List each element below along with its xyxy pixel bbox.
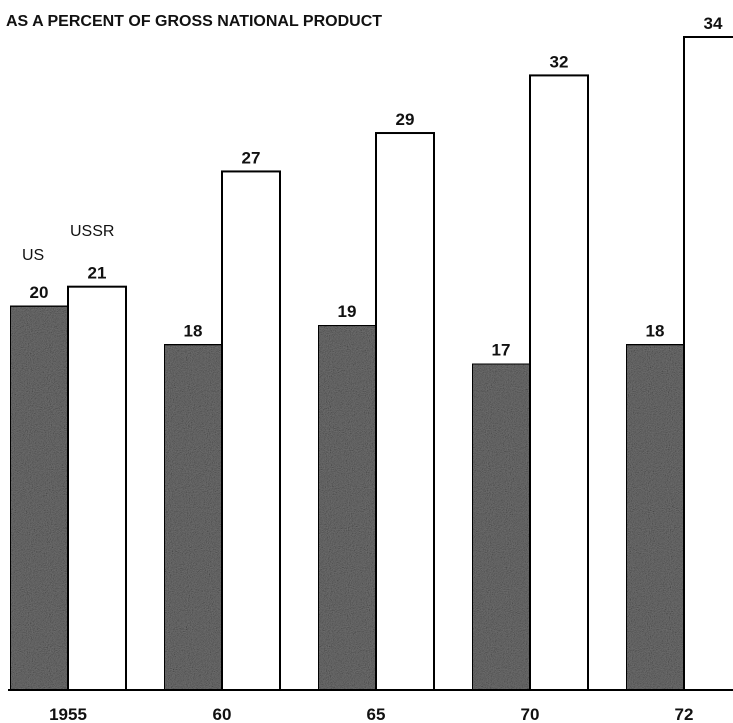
data-label-us-1955: 20 [30, 283, 49, 302]
data-label-us-60: 18 [184, 321, 203, 340]
legend-ussr: USSR [70, 223, 114, 240]
bar-us-70 [471, 362, 531, 691]
data-label-ussr-70: 32 [550, 52, 569, 71]
x-tick-60: 60 [213, 705, 232, 723]
bar-us-72 [625, 343, 685, 691]
data-label-ussr-72: 34 [704, 14, 723, 33]
data-label-ussr-65: 29 [396, 110, 415, 129]
data-label-ussr-1955: 21 [88, 264, 107, 283]
data-label-ussr-60: 27 [242, 148, 261, 167]
bar-ussr-1955 [67, 285, 127, 691]
x-tick-70: 70 [521, 705, 540, 723]
x-tick-1955: 1955 [49, 705, 87, 723]
bar-us-60 [163, 343, 223, 691]
data-label-us-65: 19 [338, 302, 357, 321]
bar-ussr-60 [221, 170, 281, 692]
bar-ussr-65 [375, 132, 435, 691]
legend-us: US [22, 247, 44, 264]
x-tick-65: 65 [367, 705, 386, 723]
bar-ussr-72 [683, 36, 733, 691]
bar-us-65 [317, 324, 377, 691]
x-tick-labels: 1955 60 65 70 72 [49, 705, 693, 723]
chart-title: AS A PERCENT OF GROSS NATIONAL PRODUCT [6, 13, 382, 30]
x-tick-72: 72 [675, 705, 694, 723]
bar-us-1955 [9, 304, 69, 691]
data-label-us-70: 17 [492, 341, 511, 360]
bar-ussr-70 [529, 74, 589, 692]
data-label-us-72: 18 [646, 321, 665, 340]
bars-layer: 20 21 18 27 19 29 17 32 18 34 [9, 14, 733, 692]
